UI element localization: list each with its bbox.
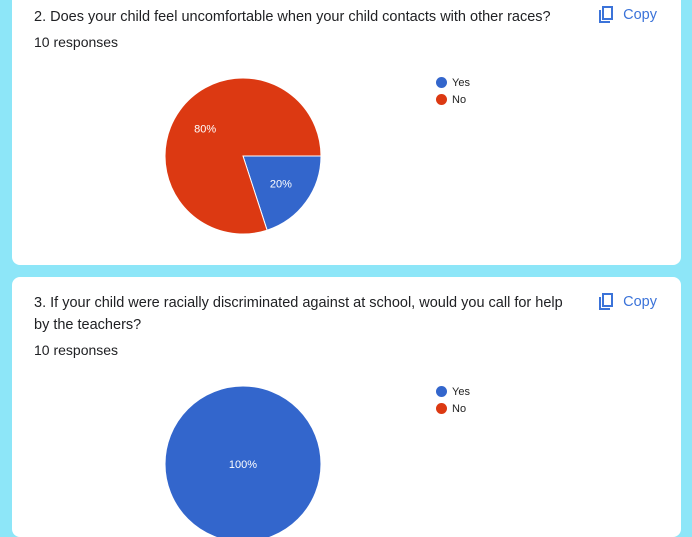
legend-item-yes: Yes bbox=[436, 383, 470, 400]
slice-label: 20% bbox=[270, 179, 292, 191]
legend-label: No bbox=[452, 93, 467, 106]
pie-chart: 20% 80% bbox=[164, 77, 322, 235]
question-title: 3. If your child were racially discrimin… bbox=[34, 295, 563, 333]
legend-swatch-no bbox=[436, 403, 447, 414]
question-card-3: 3. If your child were racially discrimin… bbox=[12, 277, 681, 537]
question-card-2: 2. Does your child feel uncomfortable wh… bbox=[12, 0, 681, 265]
pie-slice-yes[interactable] bbox=[164, 385, 322, 537]
copy-label: Copy bbox=[623, 7, 657, 23]
legend-swatch-yes bbox=[436, 77, 447, 88]
legend-label: Yes bbox=[452, 76, 470, 89]
copy-label: Copy bbox=[623, 294, 657, 310]
response-count: 10 responses bbox=[34, 342, 119, 358]
legend-item-yes: Yes bbox=[436, 74, 470, 91]
legend-item-no: No bbox=[436, 400, 470, 417]
legend-label: No bbox=[452, 402, 467, 415]
response-count: 10 responses bbox=[34, 34, 119, 50]
chart-legend: Yes No bbox=[436, 383, 470, 417]
slice-label: 80% bbox=[194, 123, 216, 135]
copy-button[interactable]: Copy bbox=[597, 292, 657, 312]
copy-icon bbox=[597, 292, 615, 312]
question-title: 2. Does your child feel uncomfortable wh… bbox=[34, 9, 551, 25]
legend-label: Yes bbox=[452, 385, 470, 398]
pie-slice-yes[interactable] bbox=[242, 155, 322, 231]
copy-button[interactable]: Copy bbox=[597, 5, 657, 25]
pie-slice-no[interactable] bbox=[164, 77, 322, 235]
chart-legend: Yes No bbox=[436, 74, 470, 108]
copy-icon bbox=[597, 5, 615, 25]
pie-chart: 100% bbox=[164, 385, 322, 537]
legend-swatch-yes bbox=[436, 386, 447, 397]
legend-swatch-no bbox=[436, 94, 447, 105]
legend-item-no: No bbox=[436, 91, 470, 108]
slice-label: 100% bbox=[229, 459, 257, 471]
